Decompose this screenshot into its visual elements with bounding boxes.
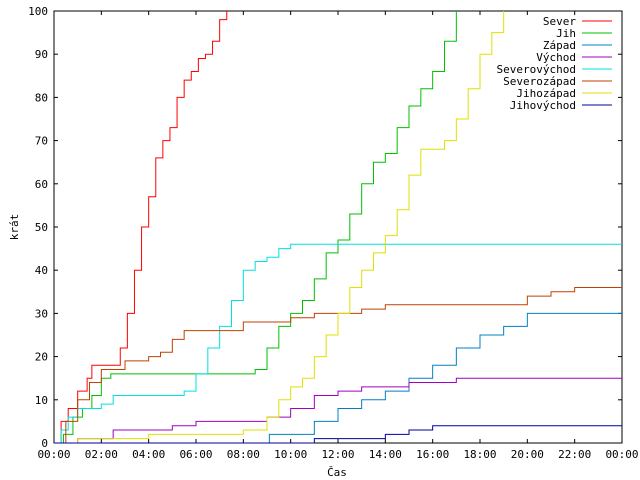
y-tick-label: 100 — [28, 5, 48, 18]
y-tick-label: 50 — [35, 221, 48, 234]
x-tick-label: 02:00 — [85, 448, 118, 461]
legend: SeverJihZápadVýchodSeverovýchodSeverozáp… — [497, 15, 612, 112]
x-tick-label: 08:00 — [227, 448, 260, 461]
x-tick-label: 16:00 — [416, 448, 449, 461]
x-tick-label: 20:00 — [511, 448, 544, 461]
y-tick-label: 0 — [41, 437, 48, 450]
legend-label: Západ — [543, 39, 576, 52]
legend-label: Jihovýchod — [510, 99, 576, 112]
x-axis-label: Čas — [327, 466, 347, 479]
y-tick-label: 80 — [35, 91, 48, 104]
legend-label: Jih — [556, 27, 576, 40]
legend-label: Východ — [536, 51, 576, 64]
y-tick-label: 90 — [35, 48, 48, 61]
y-axis-label: krát — [8, 214, 21, 241]
x-tick-label: 22:00 — [558, 448, 591, 461]
legend-label: Jihozápad — [516, 87, 576, 100]
y-tick-label: 70 — [35, 135, 48, 148]
legend-label: Sever — [543, 15, 576, 28]
series-line-Sever — [54, 11, 228, 444]
series-line-Jihovýchod — [54, 425, 622, 444]
legend-label: Severozápad — [503, 75, 576, 88]
y-tick-label: 40 — [35, 264, 48, 277]
series-line-Severovýchod — [54, 243, 622, 444]
x-tick-label: 06:00 — [179, 448, 212, 461]
y-tick-label: 20 — [35, 351, 48, 364]
x-tick-label: 00:00 — [37, 448, 70, 461]
legend-label: Severovýchod — [497, 63, 576, 76]
series-line-Jih — [54, 11, 457, 444]
series-line-Severozápad — [54, 286, 622, 444]
series-line-Západ — [54, 312, 622, 444]
x-tick-label: 00:00 — [605, 448, 638, 461]
series-line-Jihozápad — [54, 11, 505, 444]
plot-area — [54, 11, 622, 444]
x-tick-label: 10:00 — [274, 448, 307, 461]
y-tick-label: 30 — [35, 307, 48, 320]
x-tick-label: 12:00 — [321, 448, 354, 461]
x-tick-label: 18:00 — [463, 448, 496, 461]
x-tick-label: 04:00 — [132, 448, 165, 461]
axes-frame: 0 10 20 30 40 50 60 70 80 90 100 00:00 02:00 04:00 06:… — [28, 5, 638, 461]
y-tick-label: 10 — [35, 394, 48, 407]
x-tick-label: 14:00 — [369, 448, 402, 461]
series-line-Východ — [54, 377, 622, 444]
y-tick-label: 60 — [35, 178, 48, 191]
